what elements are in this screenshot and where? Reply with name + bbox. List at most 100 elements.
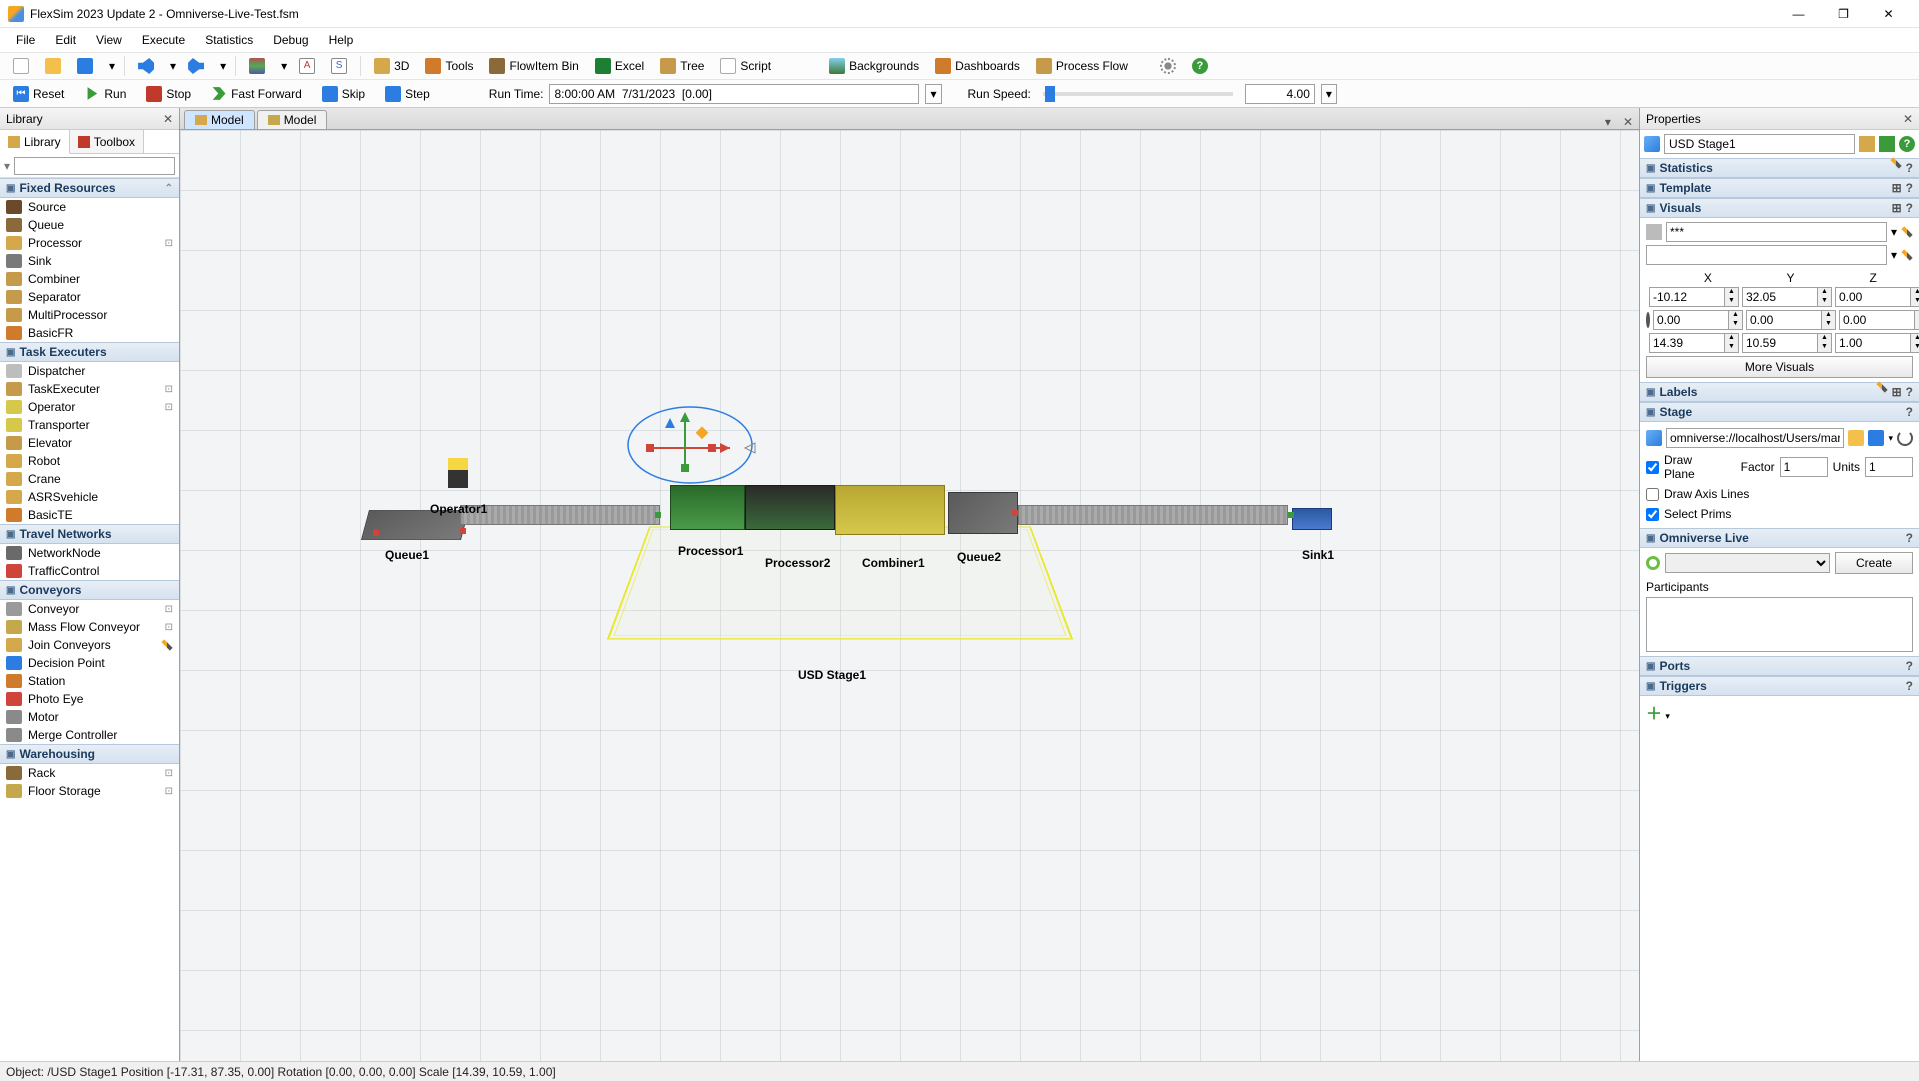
- library-item[interactable]: Station: [0, 672, 179, 690]
- dashboards-button[interactable]: Dashboards: [928, 55, 1027, 77]
- runspeed-slider[interactable]: [1043, 92, 1233, 96]
- library-category[interactable]: Travel Networks: [0, 524, 179, 544]
- section-help-icon[interactable]: ?: [1906, 201, 1913, 215]
- shape2-edit-icon[interactable]: [1901, 249, 1912, 260]
- section-omniverse-live[interactable]: Omniverse Live?: [1640, 528, 1919, 548]
- menu-execute[interactable]: Execute: [132, 31, 195, 49]
- stats-pencil-icon[interactable]: [1890, 157, 1901, 168]
- menu-view[interactable]: View: [86, 31, 132, 49]
- section-labels[interactable]: Labels⊞?: [1640, 382, 1919, 402]
- redo-dropdown[interactable]: ▾: [213, 56, 229, 76]
- library-item[interactable]: Merge Controller: [0, 726, 179, 744]
- undo-button[interactable]: [131, 55, 161, 77]
- library-item[interactable]: Separator: [0, 288, 179, 306]
- new-button[interactable]: [6, 55, 36, 77]
- settings-button[interactable]: [1153, 55, 1183, 77]
- pos-z-spinner[interactable]: ▲▼: [1911, 287, 1919, 307]
- rot-y-spinner[interactable]: ▲▼: [1822, 310, 1836, 330]
- fastforward-button[interactable]: Fast Forward: [204, 83, 309, 105]
- excel-button[interactable]: Excel: [588, 55, 651, 77]
- tab-library[interactable]: Library: [0, 130, 70, 154]
- library-close-icon[interactable]: ✕: [163, 112, 173, 126]
- rot-z-field[interactable]: [1839, 310, 1915, 330]
- reset-button[interactable]: ⏮Reset: [6, 83, 71, 105]
- library-item[interactable]: MultiProcessor: [0, 306, 179, 324]
- stage-url-field[interactable]: [1666, 428, 1844, 448]
- viewport-3d[interactable]: Queue1 Operator1: [180, 130, 1639, 1061]
- script-button[interactable]: Script: [713, 55, 778, 77]
- conveyor-left[interactable]: [460, 505, 660, 525]
- minimize-button[interactable]: —: [1776, 0, 1821, 28]
- library-item[interactable]: BasicTE: [0, 506, 179, 524]
- library-filter-input[interactable]: [14, 157, 175, 175]
- object-processor2-shape[interactable]: [745, 485, 835, 530]
- undo-dropdown[interactable]: ▾: [163, 56, 179, 76]
- library-category[interactable]: Fixed Resources⌃: [0, 178, 179, 198]
- add-trigger-icon[interactable]: ＋: [1646, 706, 1662, 723]
- run-button[interactable]: Run: [77, 83, 133, 105]
- tree-icon[interactable]: [1879, 136, 1895, 152]
- shape-field-2[interactable]: [1646, 245, 1887, 265]
- labels-edit-icon[interactable]: [1876, 381, 1887, 392]
- runtime-dropdown[interactable]: ▾: [925, 84, 941, 104]
- pos-x-spinner[interactable]: ▲▼: [1725, 287, 1739, 307]
- scale-z-spinner[interactable]: ▲▼: [1911, 333, 1919, 353]
- library-item[interactable]: Mass Flow Conveyor⊡: [0, 618, 179, 636]
- tree-button[interactable]: Tree: [653, 55, 711, 77]
- library-item[interactable]: Decision Point: [0, 654, 179, 672]
- backgrounds-button[interactable]: Backgrounds: [822, 55, 926, 77]
- scale-x-spinner[interactable]: ▲▼: [1725, 333, 1739, 353]
- properties-close-icon[interactable]: ✕: [1903, 112, 1913, 126]
- scale-y-field[interactable]: [1742, 333, 1818, 353]
- library-item[interactable]: TrafficControl: [0, 562, 179, 580]
- library-item[interactable]: Processor⊡: [0, 234, 179, 252]
- section-help-icon[interactable]: ?: [1906, 659, 1913, 673]
- runspeed-dropdown[interactable]: ▾: [1321, 84, 1337, 104]
- object-combiner1-shape[interactable]: [835, 485, 945, 535]
- section-ports[interactable]: Ports?: [1640, 656, 1919, 676]
- pin-icon[interactable]: [1859, 136, 1875, 152]
- template-prop-icon[interactable]: ⊞: [1892, 181, 1902, 195]
- library-item[interactable]: Motor: [0, 708, 179, 726]
- library-item[interactable]: BasicFR: [0, 324, 179, 342]
- object-operator1-shape[interactable]: [448, 458, 468, 488]
- open-button[interactable]: [38, 55, 68, 77]
- library-item[interactable]: ASRSvehicle: [0, 488, 179, 506]
- library-item[interactable]: Rack⊡: [0, 764, 179, 782]
- view-tab-model-1[interactable]: Model: [184, 110, 255, 129]
- add-trigger-dropdown[interactable]: ▾: [1665, 711, 1670, 721]
- step-button[interactable]: Step: [378, 83, 437, 105]
- object-name-field[interactable]: [1664, 134, 1855, 154]
- menu-statistics[interactable]: Statistics: [195, 31, 263, 49]
- omni-session-select[interactable]: [1665, 553, 1830, 573]
- library-item[interactable]: Sink: [0, 252, 179, 270]
- shape-dropdown-icon[interactable]: ▾: [1891, 225, 1897, 239]
- section-help-icon[interactable]: ?: [1906, 405, 1913, 419]
- section-stage[interactable]: Stage?: [1640, 402, 1919, 422]
- stage-save-icon[interactable]: [1868, 430, 1884, 446]
- labels-prop-icon[interactable]: ⊞: [1892, 385, 1902, 399]
- view-close-icon[interactable]: ✕: [1617, 115, 1639, 129]
- pos-y-spinner[interactable]: ▲▼: [1818, 287, 1832, 307]
- threed-button[interactable]: 3D: [367, 55, 416, 77]
- library-item[interactable]: TaskExecuter⊡: [0, 380, 179, 398]
- pos-y-field[interactable]: [1742, 287, 1818, 307]
- shape-edit-icon[interactable]: [1901, 226, 1912, 237]
- save-dropdown[interactable]: ▾: [102, 56, 118, 76]
- conveyor-right[interactable]: [1018, 505, 1288, 525]
- factor-field[interactable]: [1780, 457, 1828, 477]
- color-dropdown[interactable]: ▾: [274, 56, 290, 76]
- library-item[interactable]: Source: [0, 198, 179, 216]
- library-item[interactable]: Elevator: [0, 434, 179, 452]
- color-button[interactable]: [242, 55, 272, 77]
- object-queue2-shape[interactable]: [948, 492, 1018, 534]
- menu-edit[interactable]: Edit: [45, 31, 86, 49]
- stage-browse-icon[interactable]: [1848, 430, 1864, 446]
- library-item[interactable]: Robot: [0, 452, 179, 470]
- section-statistics[interactable]: Statistics?: [1640, 158, 1919, 178]
- runtime-field[interactable]: [549, 84, 919, 104]
- maximize-button[interactable]: ❐: [1821, 0, 1866, 28]
- library-item[interactable]: Combiner: [0, 270, 179, 288]
- omni-create-button[interactable]: Create: [1835, 552, 1913, 574]
- view-dropdown-icon[interactable]: ▾: [1599, 115, 1617, 129]
